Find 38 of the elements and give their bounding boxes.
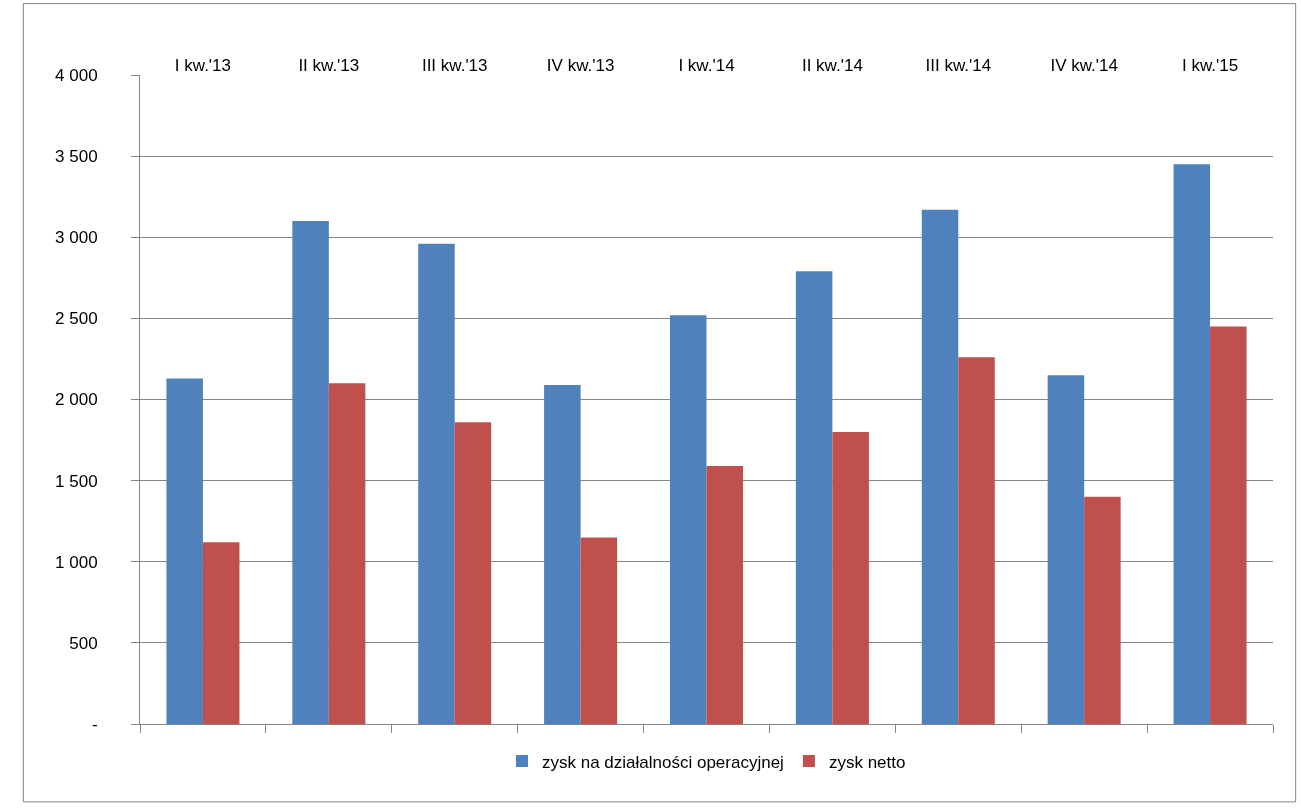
y-tick-label: -	[91, 714, 98, 734]
bar	[921, 209, 959, 724]
x-tick-label: IV kw.'14	[1050, 55, 1118, 75]
y-tick-label: 2 500	[55, 309, 98, 329]
x-tick-label: I kw.'13	[174, 55, 232, 75]
y-tick-label: 1 000	[55, 552, 98, 572]
bar	[832, 431, 869, 724]
bar	[1173, 164, 1211, 724]
bar	[669, 315, 707, 724]
x-tick-label: III kw.'14	[925, 55, 992, 75]
bar	[544, 384, 581, 724]
x-tick-label: III kw.'13	[421, 55, 488, 75]
x-tick-label: II kw.'14	[801, 55, 863, 75]
y-tick-label: 3 000	[55, 228, 98, 248]
bar	[958, 357, 995, 724]
bar	[454, 422, 492, 724]
y-tick-label: 1 500	[55, 471, 98, 491]
bar	[1210, 326, 1247, 724]
bar	[418, 243, 455, 724]
bar	[1047, 375, 1085, 724]
bar	[328, 383, 366, 724]
x-tick-label: IV kw.'13	[546, 55, 615, 75]
y-tick-label: 3 500	[55, 147, 98, 167]
bar	[166, 378, 203, 724]
y-tick-label: 4 000	[55, 65, 98, 85]
bar	[795, 271, 833, 724]
legend-label: zysk na działalności operacyjnej	[542, 752, 784, 772]
bar	[292, 221, 329, 724]
x-tick-label: I kw.'14	[678, 55, 735, 75]
bar	[1084, 496, 1121, 724]
x-tick-label: II kw.'13	[298, 55, 360, 75]
y-tick-label: 2 000	[55, 390, 98, 410]
x-tick-label: I kw.'15	[1181, 55, 1239, 75]
legend-label: zysk netto	[828, 752, 906, 772]
bar	[202, 542, 240, 724]
y-tick-label: 500	[69, 633, 98, 653]
bar	[706, 466, 744, 724]
bar	[580, 537, 618, 724]
